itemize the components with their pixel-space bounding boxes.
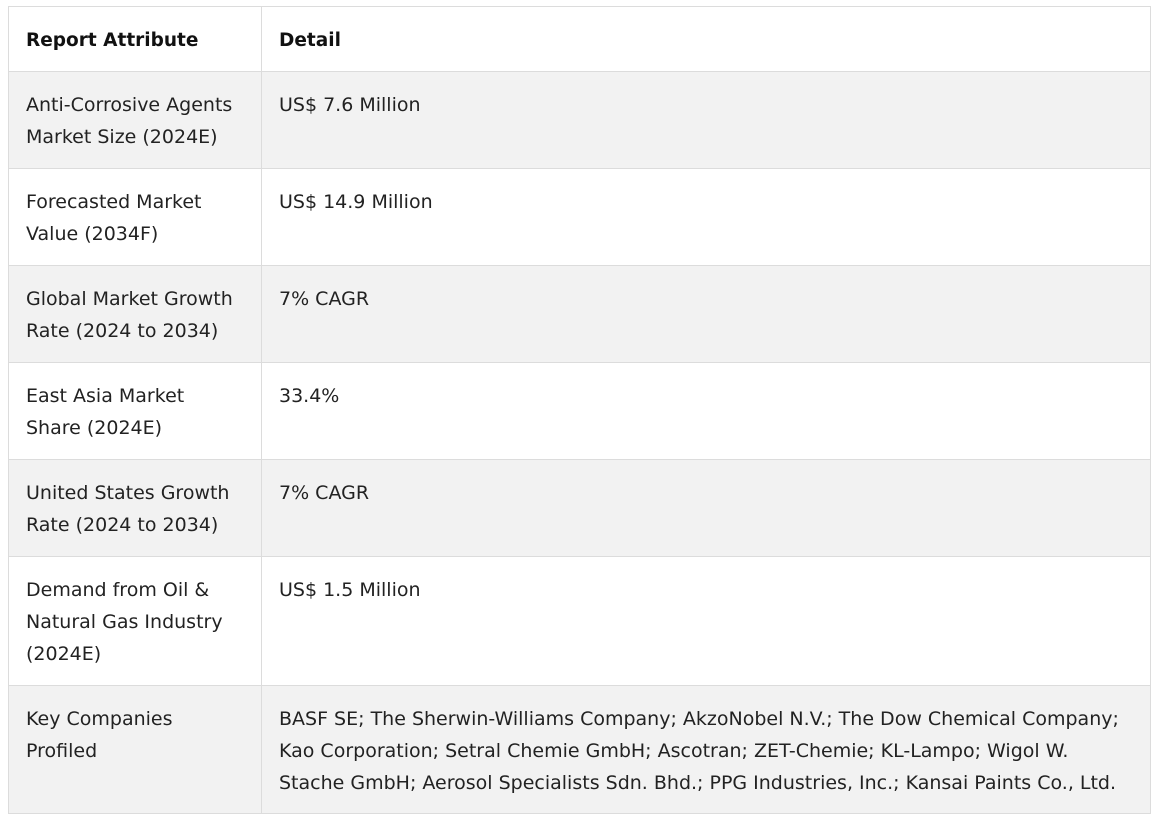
attribute-cell: Key Companies Profiled [8,685,262,814]
table-row: East Asia Market Share (2024E) 33.4% [8,362,1151,460]
table-row: Global Market Growth Rate (2024 to 2034)… [8,265,1151,363]
attribute-cell: Global Market Growth Rate (2024 to 2034) [8,265,262,363]
detail-cell: BASF SE; The Sherwin-Williams Company; A… [261,685,1151,814]
report-attributes-table: Report Attribute Detail Anti-Corrosive A… [8,6,1151,814]
table-row: Key Companies Profiled BASF SE; The Sher… [8,685,1151,814]
table-header-row: Report Attribute Detail [8,6,1151,72]
table-row: Anti-Corrosive Agents Market Size (2024E… [8,71,1151,169]
detail-cell: 7% CAGR [261,459,1151,557]
table-row: United States Growth Rate (2024 to 2034)… [8,459,1151,557]
table-row: Forecasted Market Value (2034F) US$ 14.9… [8,168,1151,266]
attribute-cell: East Asia Market Share (2024E) [8,362,262,460]
detail-cell: US$ 14.9 Million [261,168,1151,266]
attribute-cell: Forecasted Market Value (2034F) [8,168,262,266]
detail-cell: US$ 1.5 Million [261,556,1151,686]
detail-cell: 33.4% [261,362,1151,460]
attribute-cell: United States Growth Rate (2024 to 2034) [8,459,262,557]
table-row: Demand from Oil & Natural Gas Industry (… [8,556,1151,686]
column-header-attribute: Report Attribute [8,6,262,72]
column-header-detail: Detail [261,6,1151,72]
attribute-cell: Demand from Oil & Natural Gas Industry (… [8,556,262,686]
detail-cell: 7% CAGR [261,265,1151,363]
attribute-cell: Anti-Corrosive Agents Market Size (2024E… [8,71,262,169]
detail-cell: US$ 7.6 Million [261,71,1151,169]
